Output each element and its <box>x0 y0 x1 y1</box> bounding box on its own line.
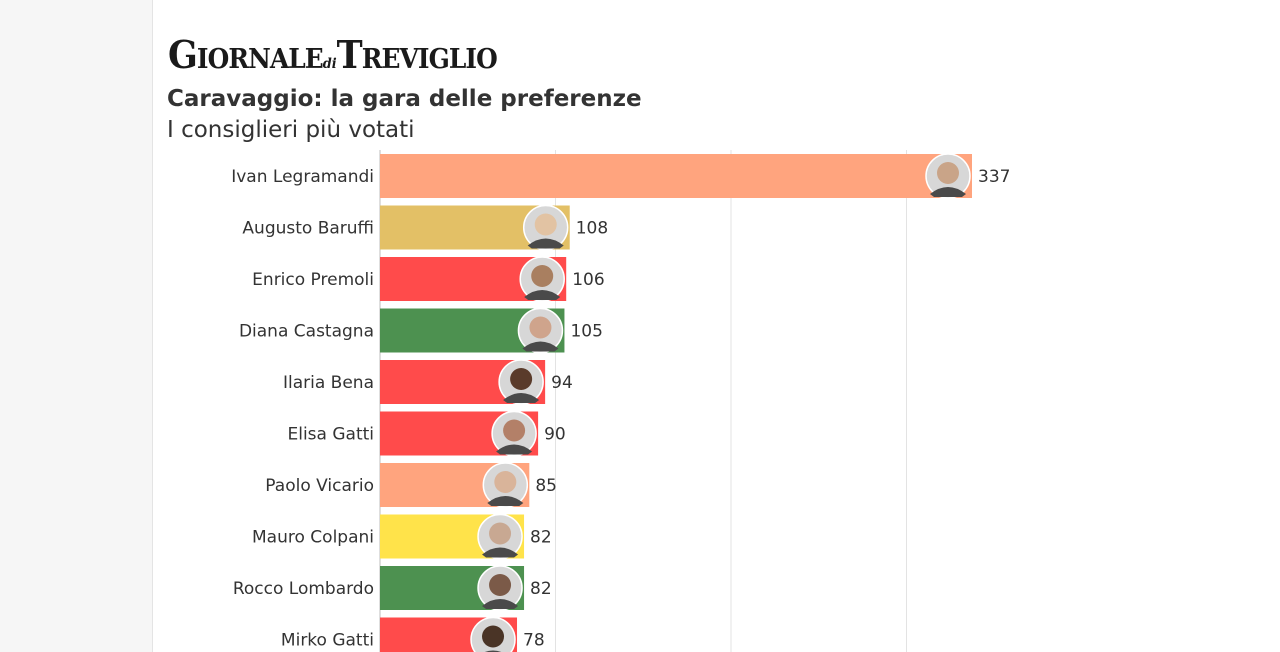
avatar-face <box>534 213 557 236</box>
chart-subtitle: I consiglieri più votati <box>167 117 415 143</box>
avatar-shoulders <box>527 238 564 249</box>
candidate-avatar <box>470 616 516 652</box>
avatar-face <box>494 471 517 493</box>
candidate-avatar <box>925 153 971 199</box>
value-label: 82 <box>530 579 552 599</box>
bar <box>380 154 972 198</box>
chart-panel: GIORNALEdiTREVIGLIO Caravaggio: la gara … <box>152 0 1280 652</box>
category-label: Paolo Vicario <box>265 476 374 496</box>
newspaper-logo: GIORNALEdiTREVIGLIO <box>168 32 498 77</box>
value-label: 82 <box>530 528 552 548</box>
candidate-avatar <box>522 204 569 251</box>
category-label: Ivan Legramandi <box>231 167 374 187</box>
avatar-shoulders <box>522 341 559 352</box>
avatar-face <box>529 316 552 339</box>
category-label: Elisa Gatti <box>287 425 374 445</box>
avatar-face <box>531 265 554 287</box>
category-label: Rocco Lombardo <box>233 579 374 599</box>
avatar-face <box>510 368 533 390</box>
value-label: 85 <box>535 476 557 496</box>
category-label: Augusto Baruffi <box>242 219 374 239</box>
candidate-avatar <box>517 307 564 354</box>
avatar-shoulders <box>496 444 533 455</box>
chart-title: Caravaggio: la gara delle preferenze <box>167 86 642 112</box>
value-label: 105 <box>570 322 602 342</box>
avatar-shoulders <box>487 496 524 506</box>
avatar-shoulders <box>524 290 561 300</box>
category-label: Diana Castagna <box>239 322 374 342</box>
category-label: Enrico Premoli <box>252 270 374 290</box>
value-label: 90 <box>544 425 566 445</box>
value-label: 337 <box>978 167 1010 187</box>
candidate-avatar <box>482 462 529 508</box>
bars <box>380 153 972 652</box>
candidate-avatar <box>498 359 544 405</box>
avatar-face <box>482 625 505 648</box>
avatar-face <box>503 419 526 442</box>
category-label: Mirko Gatti <box>281 631 374 651</box>
value-label: 106 <box>572 270 604 290</box>
avatar-face <box>489 574 512 596</box>
candidate-avatar <box>477 565 523 611</box>
value-label: 78 <box>523 631 545 651</box>
candidate-avatar <box>519 256 565 302</box>
category-label: Mauro Colpani <box>252 528 374 548</box>
avatar-shoulders <box>482 547 519 558</box>
avatar-shoulders <box>482 599 519 609</box>
candidate-avatar <box>491 410 537 457</box>
avatar-shoulders <box>503 393 540 403</box>
value-label: 108 <box>576 219 608 239</box>
avatar-face <box>937 162 959 184</box>
category-label: Ilaria Bena <box>283 373 374 393</box>
category-labels: Ivan Legramandi 337 Augusto Baruffi 108 Enri… <box>231 167 1010 651</box>
avatar-face <box>489 522 512 545</box>
value-label: 94 <box>551 373 573 393</box>
candidate-avatar <box>477 513 523 560</box>
avatar-shoulders <box>930 187 966 197</box>
